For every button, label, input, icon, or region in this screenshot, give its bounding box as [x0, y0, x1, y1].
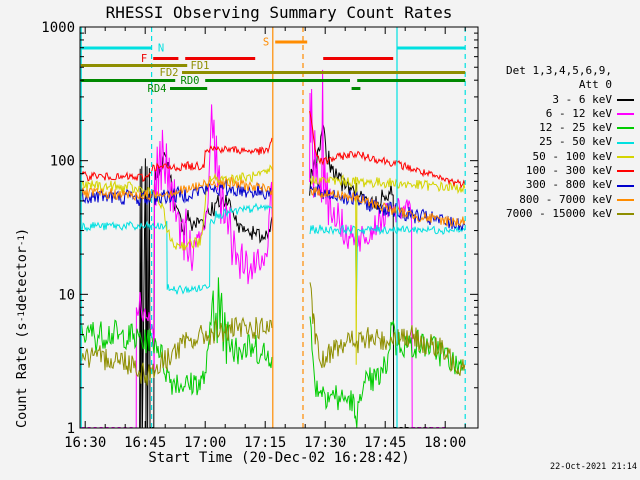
y-tick-label: 1: [67, 421, 75, 437]
x-tick-label: 17:15: [244, 435, 286, 451]
flag-label-S: S: [263, 37, 269, 49]
legend-swatch: [617, 170, 634, 173]
x-tick-label: 16:30: [64, 435, 106, 451]
series-25-50keV: [80, 202, 273, 295]
legend-swatch: [617, 141, 634, 144]
legend: Det 1,3,4,5,6,9, Att 0 3 - 6 keV 6 - 12 k…: [506, 64, 634, 221]
series-50-100keV: [309, 174, 466, 365]
y-tick-label: 10: [58, 287, 75, 303]
legend-swatch: [617, 98, 634, 101]
y-tick-label: 100: [50, 154, 75, 170]
y-axis-label: Count Rate (s -1 detector -1): [14, 227, 30, 428]
legend-entry-3-6keV: 3 - 6 keV: [512, 93, 634, 107]
legend-swatch: [617, 155, 634, 158]
x-tick-label: 16:45: [124, 435, 166, 451]
legend-swatch: [617, 127, 634, 130]
flag-label-RD4: RD4: [148, 83, 167, 95]
x-axis-label: Start Time (20-Dec-02 16:28:42): [148, 450, 410, 466]
legend-swatch: [617, 184, 634, 187]
legend-attenuator: Att 0: [578, 78, 612, 92]
legend-title: Det 1,3,4,5,6,9,: [506, 64, 612, 77]
legend-swatch: [617, 198, 634, 201]
series-100-300keV: [80, 137, 273, 182]
series-12-25keV: [309, 316, 466, 428]
series-6-12keV: [135, 104, 273, 428]
series-50-100keV: [80, 164, 273, 251]
x-tick-label: 17:00: [184, 435, 226, 451]
plot-frame: [79, 26, 479, 429]
x-tick-label: 18:00: [424, 435, 466, 451]
legend-entry-100-300keV: 100 - 300 keV: [512, 164, 634, 178]
x-tick-label: 17:45: [364, 435, 406, 451]
creation-timestamp: 22-Oct-2021 21:14: [550, 462, 637, 472]
legend-swatch: [617, 113, 634, 116]
legend-entry-12-25keV: 12 - 25 keV: [512, 121, 634, 135]
legend-entry-50-100keV: 50 - 100 keV: [512, 150, 634, 164]
legend-entry-6-12keV: 6 - 12 keV: [512, 107, 634, 121]
series-12-25keV: [81, 277, 273, 396]
flag-label-FD1: FD1: [191, 60, 210, 72]
series-800-7000keV: [309, 187, 466, 227]
legend-swatch: [617, 213, 634, 216]
series-800-7000keV: [80, 177, 273, 202]
legend-entry-300-800keV: 300 - 800 keV: [512, 178, 634, 192]
series-7000-15000keV: [309, 282, 466, 376]
legend-entry-25-50keV: 25 - 50 keV: [512, 135, 634, 149]
flag-label-FD2: FD2: [160, 67, 179, 79]
series-7000-15000keV: [81, 316, 273, 386]
legend-entry-800-7000keV: 800 - 7000 keV: [512, 193, 634, 207]
series-100-300keV: [309, 111, 466, 189]
flag-label-F: F: [141, 53, 147, 65]
flag-label-RD0: RD0: [181, 75, 200, 87]
legend-entry-7000-15000keV: 7000 - 15000 keV: [506, 207, 634, 221]
x-tick-label: 17:30: [304, 435, 346, 451]
chart-title: RHESSI Observing Summary Count Rates: [105, 3, 453, 22]
y-tick-label: 1000: [41, 20, 75, 36]
series-25-50keV: [309, 224, 466, 305]
flag-label-N: N: [158, 43, 164, 55]
